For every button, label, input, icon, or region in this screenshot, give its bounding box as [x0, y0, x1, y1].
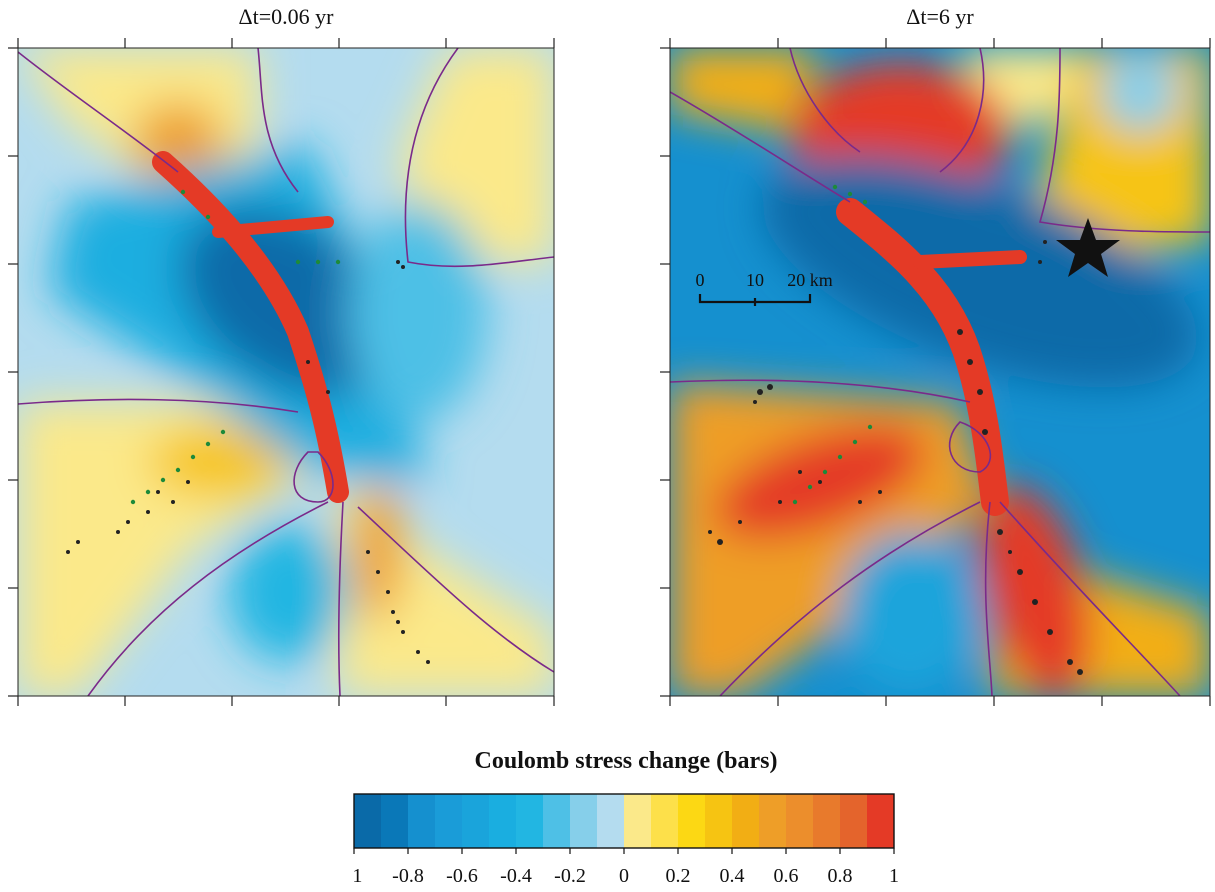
- colorbar-bin: [840, 794, 868, 848]
- colorbar-bins: [354, 794, 895, 848]
- negative-lobe-south: [840, 532, 980, 692]
- colorbar-tick-label: -0.4: [500, 865, 532, 887]
- colorbar-tick-label: 0: [619, 865, 629, 887]
- colorbar-ticks: -1 -0.8 -0.6 -0.4 -0.2 0 0.2 0.4 0.6 0.8 1: [352, 848, 899, 887]
- colorbar-bin: [786, 794, 814, 848]
- colorbar-bin: [867, 794, 895, 848]
- panel-title-right: Δt=6 yr: [906, 4, 974, 29]
- positive-core-se: [978, 484, 1092, 696]
- colorbar-bin: [435, 794, 463, 848]
- zero-contours: [18, 48, 554, 696]
- positive-lobe-nw-edge: [670, 48, 820, 132]
- scale-bar: 0 10 20 km: [696, 270, 833, 306]
- ticks-left: [8, 38, 555, 706]
- orange-patch-sw: [148, 427, 288, 497]
- colorbar-tick-label: -0.8: [392, 865, 424, 887]
- scale-bar-label-0: 0: [696, 270, 705, 290]
- fault-zone: [836, 198, 1009, 516]
- colorbar-bin: [408, 794, 436, 848]
- colorbar-tick-label: 0.6: [774, 865, 799, 887]
- colorbar-tick-label: -1: [352, 865, 362, 887]
- negative-lobe-east: [348, 202, 488, 422]
- negative-lobe-south: [228, 522, 348, 662]
- stress-map-right: 0 10 20 km: [660, 38, 1211, 706]
- colorbar-tick-label: -0.2: [554, 865, 586, 887]
- fault-zone: [152, 151, 349, 503]
- colorbar-bin: [381, 794, 409, 848]
- fault-branch: [913, 250, 1027, 269]
- colorbar-tick-label: 1: [889, 865, 899, 887]
- colorbar-bin: [516, 794, 544, 848]
- colorbar-bin: [597, 794, 625, 848]
- orange-patch-se: [353, 482, 403, 622]
- colorbar-bin: [462, 794, 490, 848]
- colorbar-tick-label: 0.2: [666, 865, 691, 887]
- fault-branch: [212, 216, 334, 238]
- colorbar: -1 -0.8 -0.6 -0.4 -0.2 0 0.2 0.4 0.6 0.8 1: [352, 793, 899, 887]
- colorbar-title: Coulomb stress change (bars): [474, 748, 778, 774]
- stress-map-left: [8, 38, 555, 706]
- panel-title-left: Δt=0.06 yr: [238, 4, 334, 29]
- colorbar-bin: [759, 794, 787, 848]
- colorbar-tick-label: -0.6: [446, 865, 478, 887]
- colorbar-bin: [705, 794, 733, 848]
- colorbar-bin: [813, 794, 841, 848]
- scale-bar-label-10: 10: [746, 270, 764, 290]
- fault-trace-markers: [130, 189, 341, 505]
- colorbar-bin: [651, 794, 679, 848]
- colorbar-bin: [489, 794, 517, 848]
- aftershock-clusters: [66, 260, 430, 664]
- scale-bar-line: [698, 294, 812, 306]
- fault-trace-markers: [792, 184, 873, 505]
- colorbar-tick-label: 0.4: [720, 865, 745, 887]
- colorbar-bin: [678, 794, 706, 848]
- colorbar-bin: [570, 794, 598, 848]
- ticks-right: [660, 38, 1211, 706]
- colorbar-bin: [543, 794, 571, 848]
- colorbar-tick-label: 0.8: [828, 865, 853, 887]
- zero-contours: [670, 48, 1210, 696]
- scale-bar-label-20-km: 20 km: [787, 270, 833, 290]
- colorbar-bin: [624, 794, 652, 848]
- colorbar-bin: [354, 794, 382, 848]
- star-icon: [1056, 218, 1120, 277]
- negative-patch-ne: [1100, 52, 1180, 132]
- aftershock-clusters: [708, 240, 1083, 675]
- colorbar-bin: [732, 794, 760, 848]
